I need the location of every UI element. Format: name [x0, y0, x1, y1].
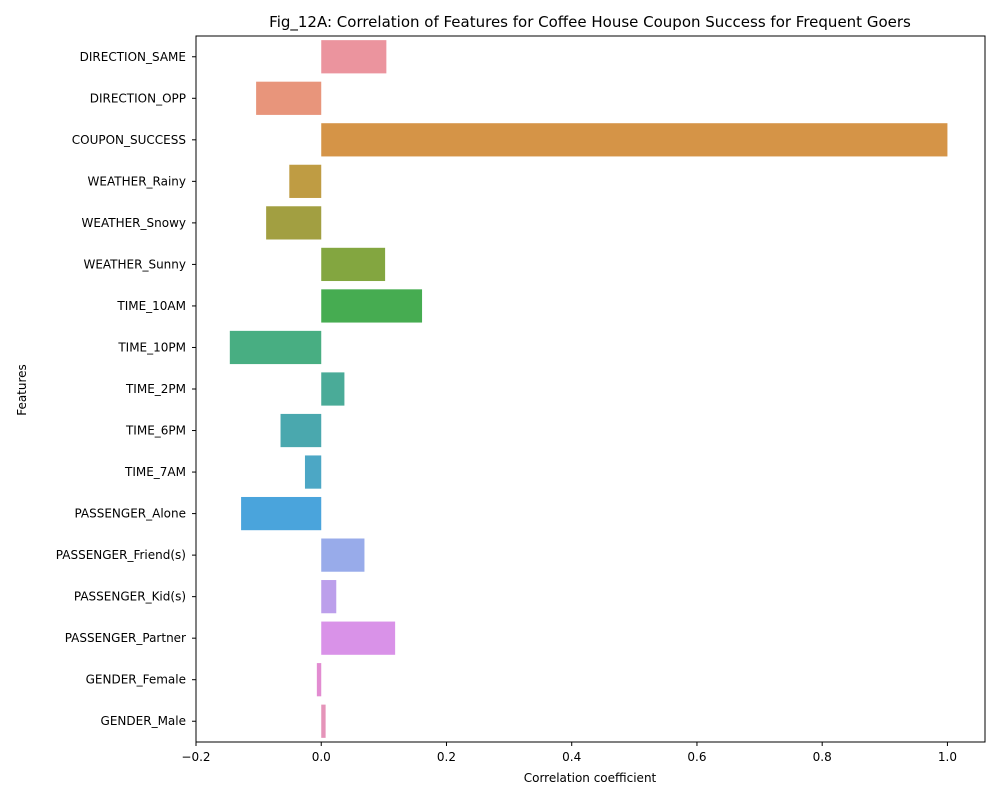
y-tick-label: TIME_10AM — [116, 299, 186, 313]
x-tick-label: 0.0 — [312, 750, 331, 764]
x-tick-label: 0.8 — [813, 750, 832, 764]
y-tick-label: DIRECTION_SAME — [80, 50, 186, 64]
x-tick-label: 0.4 — [562, 750, 581, 764]
bar-gender-male — [321, 704, 326, 738]
bar-direction-opp — [256, 81, 322, 115]
y-tick-label: TIME_6PM — [125, 424, 186, 438]
bar-time-2pm — [321, 372, 345, 406]
bar-weather-sunny — [321, 247, 386, 282]
bar-time-10pm — [229, 330, 322, 365]
x-tick-label: 1.0 — [938, 750, 957, 764]
y-tick-label: TIME_7AM — [124, 465, 186, 479]
bar-time-10am — [321, 289, 423, 323]
bars-group — [229, 40, 948, 738]
y-tick-label: TIME_10PM — [117, 340, 186, 354]
bar-time-6pm — [280, 413, 322, 448]
bar-passenger-alone — [241, 496, 322, 531]
y-tick-label: WEATHER_Sunny — [83, 257, 186, 271]
bar-passenger-partner — [321, 621, 396, 655]
y-tick-label: DIRECTION_OPP — [90, 91, 186, 105]
bar-weather-snowy — [266, 206, 322, 240]
y-tick-label: PASSENGER_Kid(s) — [74, 590, 186, 604]
bar-gender-female — [316, 663, 322, 697]
y-tick-label: GENDER_Male — [101, 714, 186, 728]
y-axis-label: Features — [15, 364, 29, 416]
x-axis-ticks: −0.2 0.0 0.2 0.4 0.6 0.8 1.0 — [181, 742, 957, 764]
chart-title: Fig_12A: Correlation of Features for Cof… — [269, 13, 911, 32]
y-tick-label: WEATHER_Rainy — [88, 174, 186, 188]
y-tick-label: WEATHER_Snowy — [82, 216, 186, 230]
bar-weather-rainy — [289, 164, 322, 198]
bar-direction-same — [321, 40, 387, 74]
bar-passenger-friend-s — [321, 538, 365, 572]
y-tick-label: PASSENGER_Partner — [65, 631, 186, 645]
x-axis-label: Correlation coefficient — [524, 771, 657, 785]
x-tick-label: 0.2 — [437, 750, 456, 764]
y-tick-label: TIME_2PM — [125, 382, 186, 396]
y-tick-label: PASSENGER_Friend(s) — [56, 548, 186, 562]
y-tick-label: GENDER_Female — [86, 673, 186, 687]
plot-frame — [195, 35, 986, 743]
y-tick-label: PASSENGER_Alone — [74, 507, 186, 521]
y-axis-ticks: DIRECTION_SAME DIRECTION_OPP COUPON_SUCCES… — [56, 50, 196, 728]
bar-coupon-success — [321, 123, 948, 157]
y-tick-label: COUPON_SUCCESS — [72, 133, 186, 147]
bar-time-7am — [304, 455, 322, 489]
x-tick-label: −0.2 — [181, 750, 210, 764]
bar-passenger-kid-s — [321, 580, 337, 614]
x-tick-label: 0.6 — [687, 750, 706, 764]
